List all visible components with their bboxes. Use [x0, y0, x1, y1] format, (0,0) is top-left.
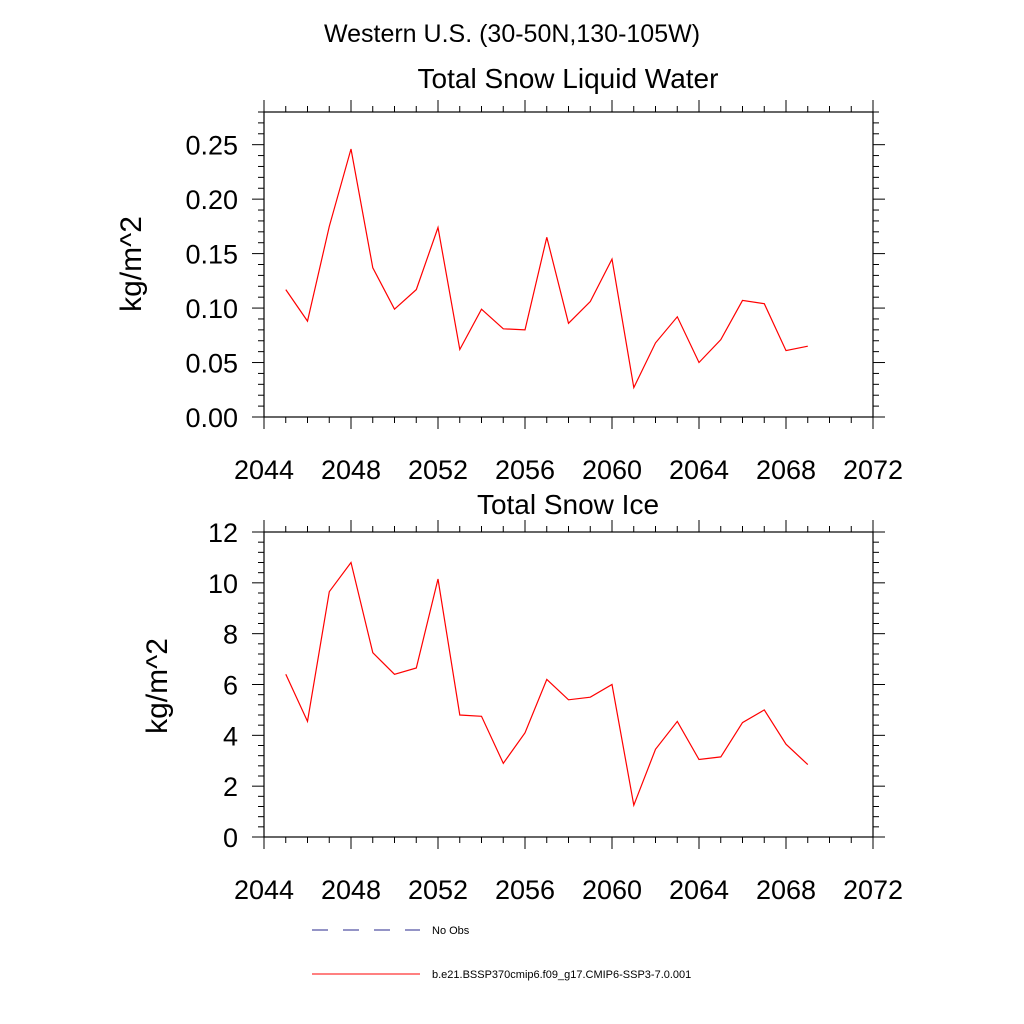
x-tick-label: 2064	[669, 455, 729, 485]
x-tick-label: 2044	[234, 455, 294, 485]
series-line	[285, 148, 808, 390]
x-tick-label: 2056	[495, 455, 555, 485]
x-tick-label: 2056	[495, 875, 555, 905]
x-tick-label: 2068	[756, 875, 816, 905]
y-tick-label: 0.25	[185, 131, 238, 161]
legend-label-model: b.e21.BSSP370cmip6.f09_g17.CMIP6-SSP3-7.…	[432, 969, 691, 981]
plot-area: 2044 2048 2052 2056 2060 2064 2068 2072 0.00 0.05…	[185, 100, 903, 485]
series-line	[285, 561, 809, 808]
legend-label-obs: No Obs	[432, 925, 470, 937]
panel-title: Total Snow Liquid Water	[418, 63, 719, 94]
x-tick-label: 2060	[582, 455, 642, 485]
y-tick-label: 8	[223, 620, 238, 650]
x-tick-label: 2052	[408, 455, 468, 485]
x-tick-label: 2048	[321, 455, 381, 485]
x-tick-label: 2068	[756, 455, 816, 485]
y-tick-label: 12	[208, 518, 238, 548]
panel-title: Total Snow Ice	[477, 489, 659, 520]
y-tick-label: 0.10	[185, 294, 238, 324]
y-tick-label: 0.00	[185, 403, 238, 433]
x-tick-label: 2044	[234, 875, 294, 905]
plot-frame	[263, 111, 874, 418]
x-tick-label: 2072	[843, 875, 903, 905]
y-tick-label: 0.20	[185, 185, 238, 215]
plot-area: 2044 2048 2052 2056 2060 2064 2068 2072 0 2 4 6 8 10 1…	[208, 518, 903, 905]
y-tick-label: 6	[223, 671, 238, 701]
y-tick-label: 0.15	[185, 240, 238, 270]
panel-snow-liquid-water: Total Snow Liquid Water kg/m^2 2044 2048 2…	[115, 63, 903, 485]
x-tick-label: 2064	[669, 875, 729, 905]
y-tick-label: 0.05	[185, 349, 238, 379]
y-tick-label: 0	[223, 823, 238, 853]
y-tick-label: 4	[223, 721, 238, 751]
panel-snow-ice: Total Snow Ice kg/m^2 2044 2048 2052 2056 20…	[141, 489, 903, 905]
plot-frame	[263, 531, 874, 838]
y-axis-label: kg/m^2	[115, 216, 148, 312]
x-tick-label: 2048	[321, 875, 381, 905]
x-tick-label: 2060	[582, 875, 642, 905]
y-tick-label: 10	[208, 569, 238, 599]
x-tick-label: 2072	[843, 455, 903, 485]
x-tick-label: 2052	[408, 875, 468, 905]
y-axis-label: kg/m^2	[141, 638, 174, 734]
legend: No Obs b.e21.BSSP370cmip6.f09_g17.CMIP6-…	[312, 925, 691, 981]
figure-suptitle: Western U.S. (30-50N,130-105W)	[324, 20, 700, 48]
y-tick-label: 2	[223, 772, 238, 802]
